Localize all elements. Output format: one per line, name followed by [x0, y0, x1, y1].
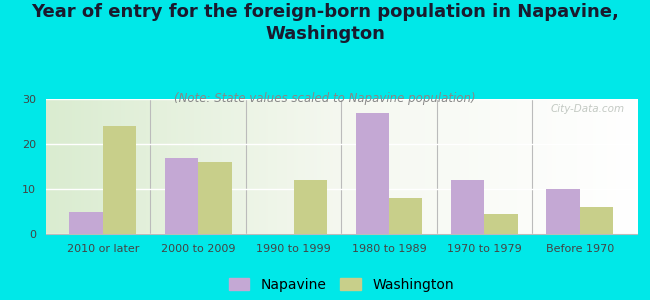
Bar	[484, 214, 518, 234]
Bar	[70, 212, 103, 234]
Bar	[103, 126, 136, 234]
Bar	[294, 180, 327, 234]
Bar	[356, 112, 389, 234]
Bar	[389, 198, 422, 234]
Bar	[580, 207, 613, 234]
Legend: Napavine, Washington: Napavine, Washington	[223, 272, 460, 297]
Text: (Note: State values scaled to Napavine population): (Note: State values scaled to Napavine p…	[174, 92, 476, 104]
Text: Year of entry for the foreign-born population in Napavine,
Washington: Year of entry for the foreign-born popul…	[31, 3, 619, 43]
Text: City-Data.com: City-Data.com	[551, 104, 625, 114]
Bar	[547, 189, 580, 234]
Bar	[451, 180, 484, 234]
Bar	[198, 162, 231, 234]
Bar	[164, 158, 198, 234]
